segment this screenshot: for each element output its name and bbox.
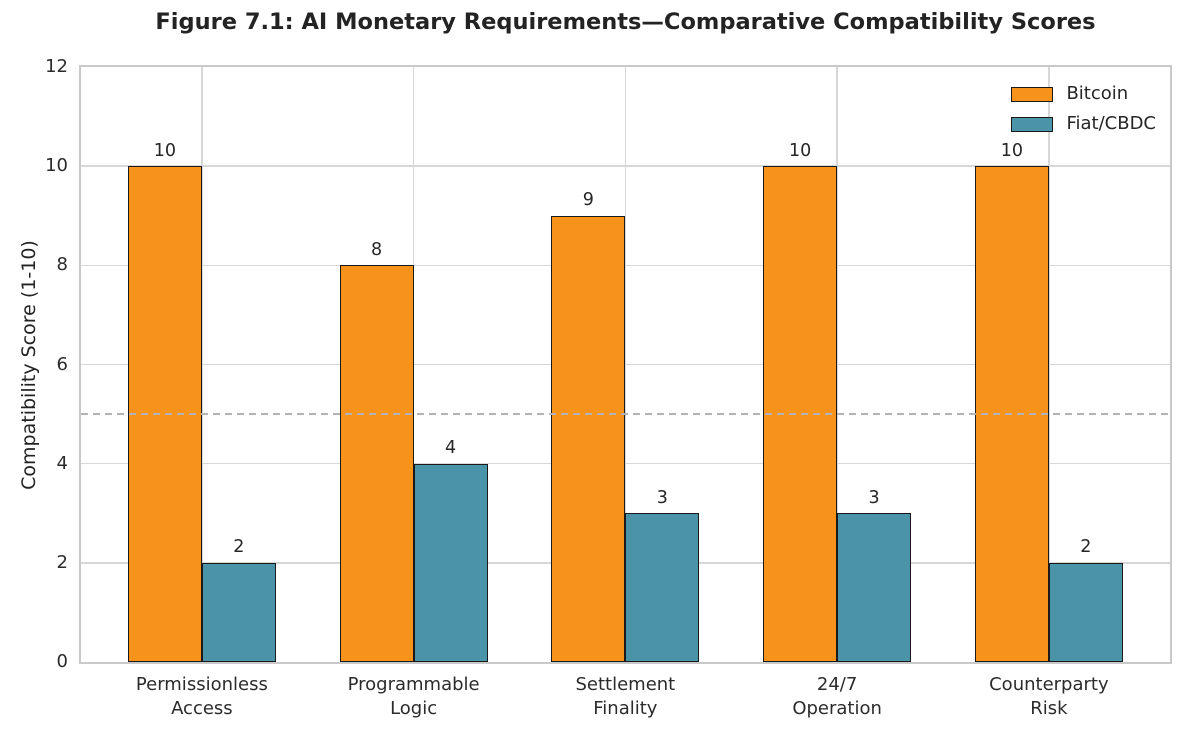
legend-swatch-bitcoin: [1011, 86, 1054, 102]
bar-value-label: 10: [1000, 140, 1023, 161]
x-axis-tick-label: Settlement Finality: [575, 674, 676, 720]
y-axis-tick-label: 2: [56, 551, 68, 573]
bar-bitcoin: [339, 265, 414, 662]
bar-value-label: 2: [233, 537, 245, 558]
y-axis-tick-label: 12: [45, 56, 68, 77]
bar-fiat-cbdc: [413, 463, 488, 662]
bar-fiat-cbdc: [1048, 562, 1123, 662]
y-axis-tick-label: 0: [56, 651, 68, 672]
bar-value-label: 8: [371, 239, 383, 260]
v-gridline: [1048, 67, 1050, 662]
v-gridline: [624, 67, 627, 662]
bar-value-label: 10: [788, 140, 812, 161]
y-axis-tick-label: 10: [45, 155, 68, 177]
x-axis-tick-label: Permissionless Access: [135, 674, 268, 720]
legend-label-fiat-cbdc: Fiat/CBDC: [1066, 113, 1156, 134]
v-gridline: [201, 67, 203, 662]
chart-title: Figure 7.1: AI Monetary Requirements—Com…: [155, 9, 1096, 35]
dashed-threshold-line: [81, 413, 1170, 416]
bar-fiat-cbdc: [201, 562, 276, 662]
y-axis-tick-label: 4: [56, 452, 68, 474]
legend-item-bitcoin: Bitcoin: [1011, 79, 1156, 109]
bar-value-label: 4: [445, 438, 457, 459]
plot-area: Bitcoin Fiat/CBDC 10 8 9 10 10 2 4 3 3 2: [79, 65, 1172, 664]
x-axis-tick-label: 24/7 Operation: [792, 674, 882, 720]
bar-value-label: 3: [868, 487, 880, 508]
v-gridline: [412, 67, 415, 662]
bar-value-label: 3: [656, 487, 668, 508]
bar-value-label: 9: [582, 190, 594, 211]
v-gridline: [836, 67, 838, 662]
y-axis-tick-label: 8: [56, 254, 68, 276]
legend-swatch-fiat-cbdc: [1011, 116, 1054, 132]
bar-fiat-cbdc: [837, 513, 912, 662]
bar-value-label: 10: [153, 140, 177, 161]
x-axis-tick-label: Counterparty Risk: [989, 674, 1109, 720]
legend-label-bitcoin: Bitcoin: [1066, 83, 1129, 104]
bar-fiat-cbdc: [625, 513, 700, 662]
bar-value-label: 2: [1080, 537, 1092, 558]
bar-bitcoin: [551, 215, 626, 662]
y-axis-tick-label: 6: [56, 353, 68, 375]
legend-item-fiat-cbdc: Fiat/CBDC: [1011, 109, 1156, 139]
x-axis-tick-label: Programmable Logic: [347, 674, 480, 720]
legend: Bitcoin Fiat/CBDC: [1011, 79, 1156, 139]
